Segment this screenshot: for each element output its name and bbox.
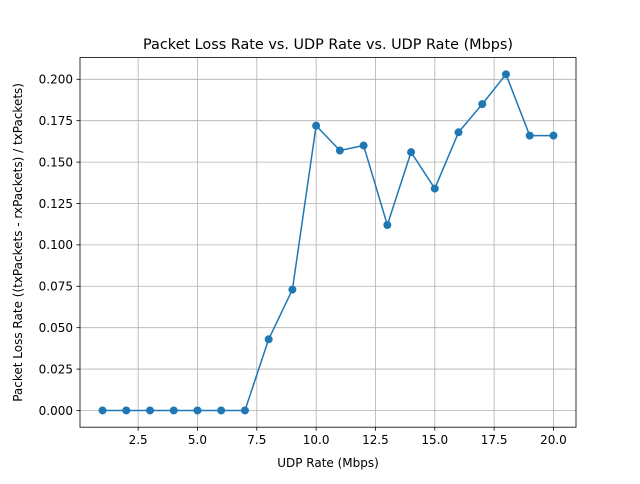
x-tick-label: 15.0 bbox=[421, 433, 448, 447]
grid bbox=[80, 57, 576, 428]
y-tick-label: 0.075 bbox=[39, 280, 73, 294]
data-point bbox=[146, 406, 155, 415]
chart-title: Packet Loss Rate vs. UDP Rate vs. UDP Ra… bbox=[143, 37, 513, 53]
y-axis-label: Packet Loss Rate ((txPackets - rxPackets… bbox=[11, 83, 25, 402]
data-point bbox=[264, 335, 273, 344]
x-tick-label: 10.0 bbox=[303, 433, 330, 447]
data-point bbox=[478, 100, 487, 109]
x-tick-label: 7.5 bbox=[247, 433, 266, 447]
data-point bbox=[288, 285, 297, 294]
x-tick-label: 12.5 bbox=[362, 433, 389, 447]
data-point bbox=[240, 406, 249, 415]
data-point bbox=[525, 131, 534, 140]
y-tick-label: 0.025 bbox=[39, 362, 73, 376]
series-layer bbox=[98, 70, 558, 415]
x-tick-label: 17.5 bbox=[481, 433, 508, 447]
data-point bbox=[359, 141, 368, 150]
y-tick-label: 0.175 bbox=[39, 114, 73, 128]
y-tick-label: 0.200 bbox=[39, 73, 73, 87]
y-tick-label: 0.125 bbox=[39, 197, 73, 211]
data-point bbox=[501, 70, 510, 79]
data-point bbox=[193, 406, 202, 415]
y-tick-label: 0.050 bbox=[39, 321, 73, 335]
y-tick-label: 0.100 bbox=[39, 238, 73, 252]
x-tick-label: 5.0 bbox=[188, 433, 207, 447]
x-axis-label: UDP Rate (Mbps) bbox=[277, 456, 379, 470]
data-point bbox=[312, 121, 321, 130]
y-tick-label: 0.000 bbox=[39, 404, 73, 418]
data-point bbox=[335, 146, 344, 155]
data-point bbox=[549, 131, 558, 140]
data-point bbox=[169, 406, 178, 415]
data-point bbox=[122, 406, 131, 415]
plot-frame bbox=[79, 57, 577, 428]
x-tick-label: 2.5 bbox=[129, 433, 148, 447]
x-tick-label: 20.0 bbox=[540, 433, 567, 447]
y-tick-label: 0.150 bbox=[39, 155, 73, 169]
data-point bbox=[217, 406, 226, 415]
y-axis: 0.000 0.025 0.050 0.075 0.100 0.125 0.150 0.175… bbox=[39, 73, 80, 418]
data-point bbox=[98, 406, 107, 415]
x-axis: 2.5 5.0 7.5 10.0 12.5 15.0 17.5 20.0 bbox=[129, 427, 567, 447]
data-point bbox=[454, 128, 463, 137]
data-point bbox=[383, 221, 392, 230]
data-point bbox=[430, 184, 439, 193]
data-point bbox=[407, 148, 416, 157]
